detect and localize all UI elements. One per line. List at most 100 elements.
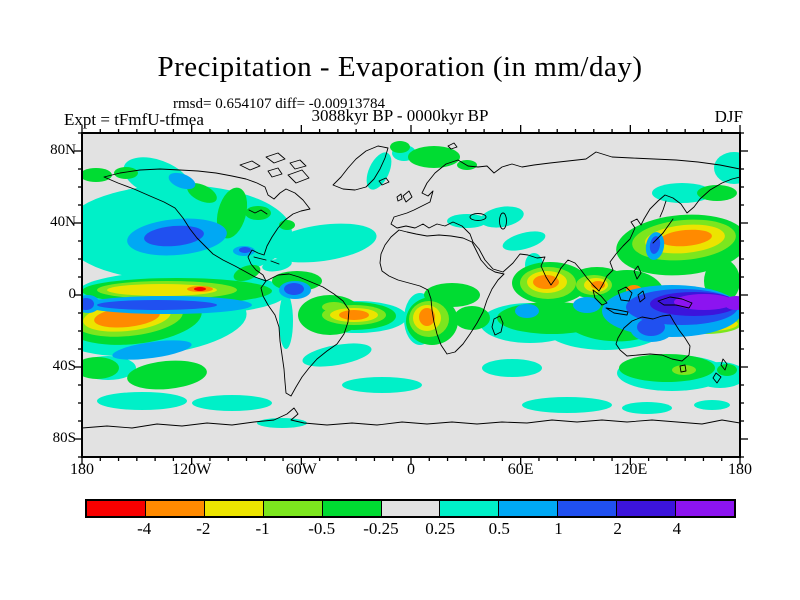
anomaly-region: [216, 187, 248, 239]
anomaly-region: [652, 183, 712, 203]
anomaly-region: [660, 229, 712, 247]
anomaly-region: [342, 377, 422, 393]
anomaly-region: [284, 283, 304, 295]
anomaly-region: [697, 185, 737, 201]
colorbar-cell: [676, 501, 734, 516]
anomaly-region: [694, 400, 730, 410]
anomaly-region: [192, 395, 272, 411]
coast-great-lakes: [248, 209, 268, 215]
colorbar-cell: [617, 501, 677, 516]
anomaly-region: [674, 294, 734, 310]
anomaly-region: [107, 284, 217, 296]
y-axis-label: 0: [68, 286, 77, 302]
anomaly-region: [515, 304, 539, 318]
plot-title: Precipitation - Evaporation (in mm/day): [157, 51, 643, 83]
colorbar-cell: [558, 501, 618, 516]
anomaly-region: [97, 392, 187, 410]
period-line: 3088kyr BP - 0000kyr BP: [311, 106, 489, 125]
y-axis-label: 40N: [50, 214, 76, 230]
colorbar-cell: [499, 501, 559, 516]
anomaly-region: [112, 340, 192, 360]
stats-line: rmsd= 0.654107 diff= -0.00913784: [173, 96, 386, 112]
colorbar-cell: [145, 501, 205, 516]
anomaly-region: [480, 206, 524, 228]
anomaly-region: [622, 402, 672, 414]
y-axis-label: 80N: [50, 142, 76, 158]
anomaly-region: [123, 157, 191, 199]
coast-new-zealand: [712, 358, 728, 384]
anomaly-region: [419, 308, 435, 326]
anomaly-region: [522, 397, 612, 413]
colorbar-level-label: -1: [255, 519, 270, 538]
anomaly-region: [619, 354, 715, 382]
anomaly-region: [302, 343, 372, 367]
colorbar-level-label: 2: [613, 519, 622, 538]
coast-eurasia: [390, 151, 740, 292]
anomaly-region: [144, 225, 204, 247]
colorbar-cell: [87, 501, 146, 516]
anomaly-region: [239, 247, 251, 253]
colorbar-level-label: -0.25: [363, 519, 399, 538]
map-frame: [81, 132, 741, 458]
coast-caribbean: [253, 256, 280, 265]
colorbar-cell: [440, 501, 500, 516]
coast-south-america: [260, 273, 350, 397]
anomaly-region: [724, 296, 740, 310]
anomaly-region: [717, 364, 737, 376]
colorbar-cell: [204, 501, 264, 516]
colorbar-cell: [381, 501, 441, 516]
coast-africa: [379, 229, 505, 355]
anomaly-region: [390, 141, 410, 153]
anomaly-region: [168, 172, 196, 190]
coast-australia: [615, 314, 691, 373]
anomaly-region: [262, 258, 292, 272]
anomaly-region: [649, 236, 661, 254]
anomaly-region: [257, 418, 307, 428]
coast-antarctica: [82, 407, 740, 429]
coast-iceland-svalbard-uk: [378, 142, 458, 203]
anomaly-region: [502, 231, 546, 251]
colorbar-cell: [263, 501, 323, 516]
anomaly-region: [637, 318, 665, 336]
y-axis-label: 80S: [52, 430, 76, 446]
anomaly-region: [279, 293, 293, 349]
anomaly-region: [267, 223, 377, 263]
colorbar-level-label: 0.25: [425, 519, 455, 538]
anomaly-region: [408, 146, 460, 168]
anomaly-region: [82, 298, 94, 310]
anomaly-region: [187, 183, 217, 203]
anomaly-region: [279, 220, 295, 230]
anomaly-region: [672, 365, 696, 375]
anomaly-region: [533, 275, 559, 289]
coast-arctic-islands: [239, 152, 310, 184]
coast-japan-sakhalin: [652, 200, 674, 244]
anomaly-region: [114, 167, 138, 179]
coast-madagascar: [491, 315, 504, 336]
coastlines: [82, 142, 740, 429]
colorbar-level-label: -2: [196, 519, 211, 538]
anomaly-region: [714, 152, 740, 184]
anomaly-region: [127, 360, 207, 390]
coast-se-asia-islands: [592, 265, 693, 316]
anomaly-region: [194, 287, 206, 291]
experiment-label: Expt = tFmfU-tfmea: [64, 110, 204, 129]
anomaly-region: [82, 357, 119, 379]
colorbar-level-label: 0.5: [488, 519, 510, 538]
colorbar-level-label: 4: [672, 519, 682, 538]
anomaly-region: [573, 297, 601, 313]
colorbar-level-label: 1: [554, 519, 563, 538]
anomaly-region: [482, 359, 542, 377]
anomaly-region: [339, 310, 369, 320]
coast-greenland: [332, 145, 389, 191]
season-label: DJF: [714, 107, 743, 126]
coast-black-sea: [469, 213, 487, 221]
anomaly-region: [82, 168, 112, 182]
anomaly-region: [454, 306, 490, 330]
anomaly-region: [97, 300, 217, 310]
y-axis-label: 40S: [52, 358, 76, 374]
anomaly-region: [245, 206, 271, 220]
anomaly-region: [447, 214, 487, 228]
world-map: [74, 125, 748, 465]
coast-north-america: [103, 168, 311, 282]
